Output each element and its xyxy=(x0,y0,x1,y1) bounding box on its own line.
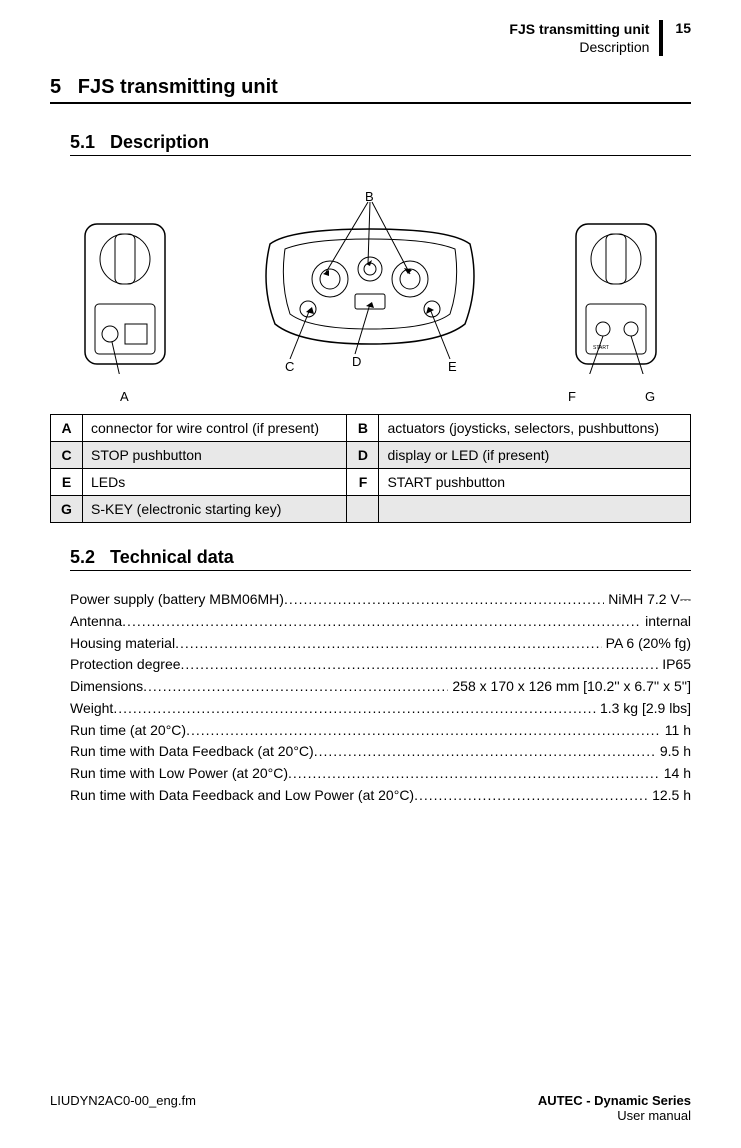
diagram-label-e: E xyxy=(448,359,457,374)
tech-value: PA 6 (20% fg) xyxy=(602,633,691,655)
leader-dots xyxy=(122,611,641,633)
diagram-label-a: A xyxy=(120,389,129,404)
unit-diagram: A B C D E START xyxy=(70,174,671,404)
leader-dots xyxy=(113,698,596,720)
tech-row: Protection degree IP65 xyxy=(70,654,691,676)
subsection2-title: Technical data xyxy=(110,547,234,567)
subsection-techdata-heading: 5.2 Technical data xyxy=(70,547,691,571)
tech-label: Housing material xyxy=(70,633,175,655)
component-description-table: A connector for wire control (if present… xyxy=(50,414,691,523)
page-number: 15 xyxy=(663,20,691,36)
tech-label: Run time with Data Feedback (at 20°C) xyxy=(70,741,314,763)
cell-value xyxy=(379,496,691,523)
diagram-leader-lines xyxy=(250,194,490,374)
leader-dots xyxy=(414,785,648,807)
technical-data-list: Power supply (battery MBM06MH) NiMH 7.2 V… xyxy=(70,589,691,806)
tech-value: 258 x 170 x 126 mm [10.2'' x 6.7'' x 5''… xyxy=(448,676,691,698)
device-left-illustration xyxy=(70,214,180,374)
leader-dots xyxy=(314,741,656,763)
leader-dots xyxy=(143,676,448,698)
leader-dots xyxy=(288,763,660,785)
cell-key: E xyxy=(51,469,83,496)
table-row: A connector for wire control (if present… xyxy=(51,415,691,442)
cell-value: S-KEY (electronic starting key) xyxy=(83,496,347,523)
footer-right: AUTEC - Dynamic Series User manual xyxy=(538,1093,691,1123)
tech-row: Housing material PA 6 (20% fg) xyxy=(70,633,691,655)
cell-key: B xyxy=(347,415,379,442)
cell-value: LEDs xyxy=(83,469,347,496)
tech-value: 12.5 h xyxy=(648,785,691,807)
diagram-label-c: C xyxy=(285,359,294,374)
leader-dots xyxy=(186,720,661,742)
tech-row: Antenna internal xyxy=(70,611,691,633)
footer-doctype: User manual xyxy=(538,1108,691,1123)
cell-key: D xyxy=(347,442,379,469)
page-header: FJS transmitting unit Description 15 xyxy=(50,20,691,56)
tech-value: 11 h xyxy=(661,720,691,742)
cell-value: connector for wire control (if present) xyxy=(83,415,347,442)
header-subtitle: Description xyxy=(509,38,649,56)
diagram-label-g: G xyxy=(645,389,655,404)
subsection1-title: Description xyxy=(110,132,209,152)
svg-text:START: START xyxy=(593,345,609,351)
footer-filename: LIUDYN2AC0-00_eng.fm xyxy=(50,1093,196,1123)
tech-label: Protection degree xyxy=(70,654,181,676)
tech-label: Antenna xyxy=(70,611,122,633)
diagram-label-f: F xyxy=(568,389,576,404)
tech-label: Power supply (battery MBM06MH) xyxy=(70,589,284,611)
table-row: C STOP pushbutton D display or LED (if p… xyxy=(51,442,691,469)
cell-key: A xyxy=(51,415,83,442)
tech-label: Run time with Low Power (at 20°C) xyxy=(70,763,288,785)
cell-value: display or LED (if present) xyxy=(379,442,691,469)
leader-dots xyxy=(175,633,602,655)
table-row: E LEDs F START pushbutton xyxy=(51,469,691,496)
tech-label: Run time (at 20°C) xyxy=(70,720,186,742)
tech-row: Weight 1.3 kg [2.9 lbs] xyxy=(70,698,691,720)
section-number: 5 xyxy=(50,76,61,98)
tech-row: Dimensions 258 x 170 x 126 mm [10.2'' x 6… xyxy=(70,676,691,698)
leader-dots xyxy=(181,654,659,676)
tech-value: 1.3 kg [2.9 lbs] xyxy=(596,698,691,720)
diagram-label-d: D xyxy=(352,354,361,369)
cell-key xyxy=(347,496,379,523)
tech-value: NiMH 7.2 V⎓ xyxy=(604,589,691,611)
tech-row: Run time with Data Feedback and Low Powe… xyxy=(70,785,691,807)
cell-key: G xyxy=(51,496,83,523)
leader-dots xyxy=(284,589,604,611)
footer-series: AUTEC - Dynamic Series xyxy=(538,1093,691,1108)
page-footer: LIUDYN2AC0-00_eng.fm AUTEC - Dynamic Ser… xyxy=(50,1093,691,1123)
table-row: G S-KEY (electronic starting key) xyxy=(51,496,691,523)
tech-row: Power supply (battery MBM06MH) NiMH 7.2 V… xyxy=(70,589,691,611)
cell-value: STOP pushbutton xyxy=(83,442,347,469)
subsection-description-heading: 5.1 Description xyxy=(70,132,691,156)
cell-value: actuators (joysticks, selectors, pushbut… xyxy=(379,415,691,442)
tech-value: internal xyxy=(641,611,691,633)
header-text: FJS transmitting unit Description xyxy=(509,20,663,56)
section-title-text: FJS transmitting unit xyxy=(78,76,278,98)
tech-value: 14 h xyxy=(660,763,691,785)
cell-key: C xyxy=(51,442,83,469)
subsection1-number: 5.1 xyxy=(70,132,95,152)
tech-value: 9.5 h xyxy=(656,741,691,763)
tech-label: Weight xyxy=(70,698,113,720)
tech-row: Run time with Data Feedback (at 20°C) 9.5… xyxy=(70,741,691,763)
device-right-illustration: START xyxy=(561,214,671,374)
tech-row: Run time with Low Power (at 20°C) 14 h xyxy=(70,763,691,785)
cell-key: F xyxy=(347,469,379,496)
tech-label: Run time with Data Feedback and Low Powe… xyxy=(70,785,414,807)
tech-row: Run time (at 20°C) 11 h xyxy=(70,720,691,742)
header-title: FJS transmitting unit xyxy=(509,20,649,38)
section-heading: 5 FJS transmitting unit xyxy=(50,76,691,104)
subsection2-number: 5.2 xyxy=(70,547,95,567)
tech-label: Dimensions xyxy=(70,676,143,698)
tech-value: IP65 xyxy=(658,654,691,676)
cell-value: START pushbutton xyxy=(379,469,691,496)
